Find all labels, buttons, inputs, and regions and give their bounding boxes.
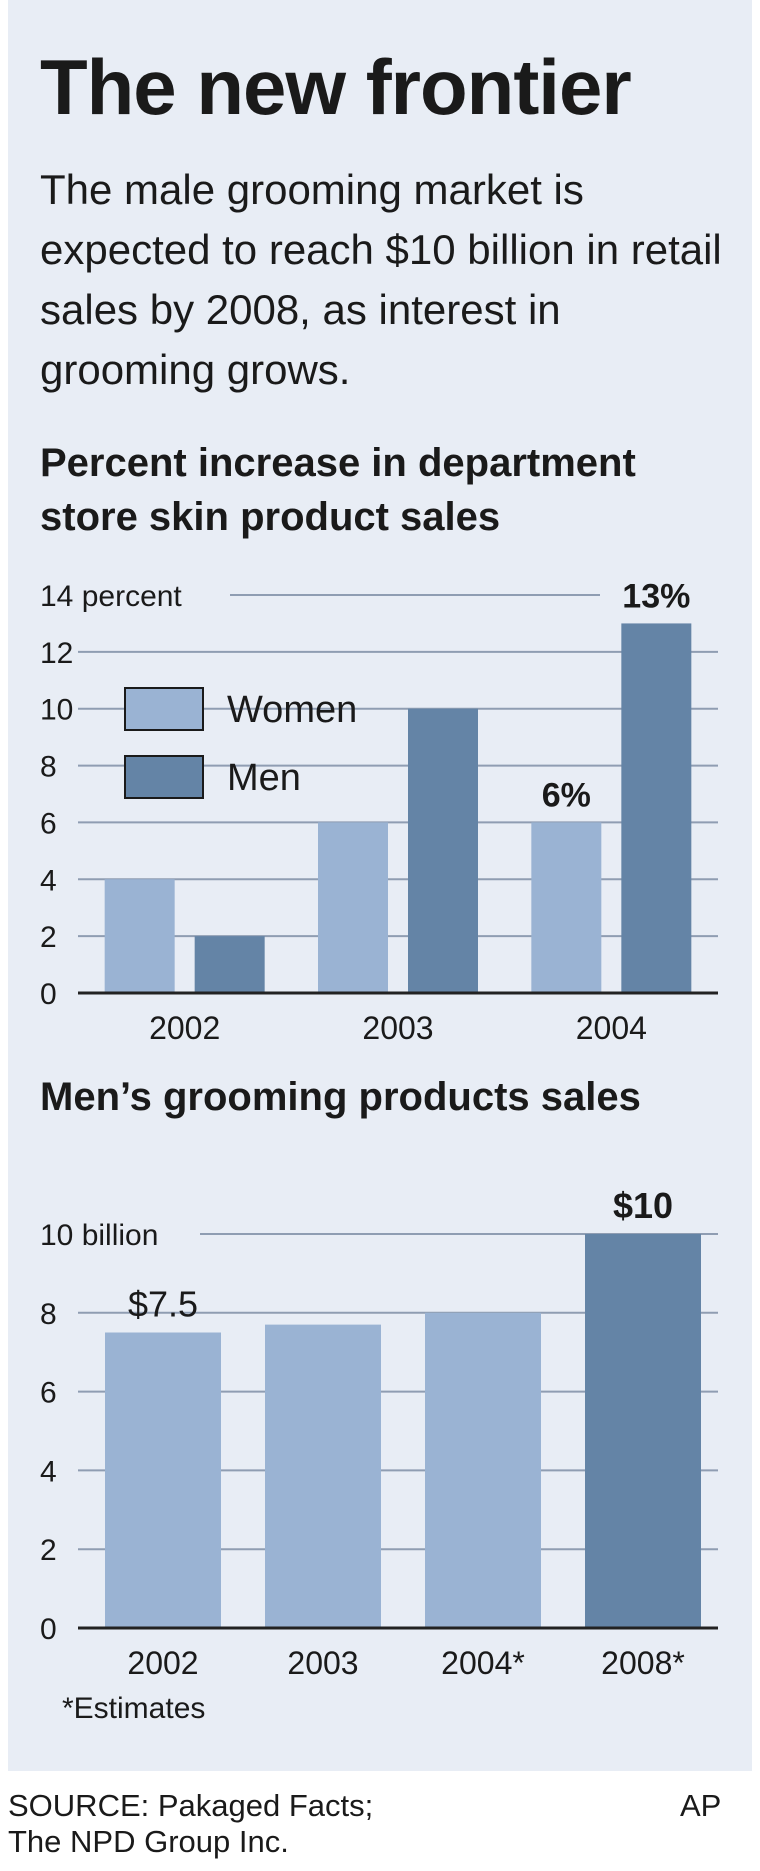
data-label: 13%	[622, 577, 690, 615]
y-tick-label: 8	[40, 1298, 57, 1331]
source-line: The NPD Group Inc.	[8, 1824, 289, 1859]
y-tick-label: 2	[40, 1534, 57, 1567]
legend-swatch-women	[124, 687, 204, 731]
y-tick-label: 10	[40, 694, 73, 727]
x-tick-label: 2003	[362, 1010, 433, 1046]
x-tick-label: 2008*	[601, 1645, 685, 1681]
bar-2003	[265, 1324, 381, 1628]
data-label: $10	[613, 1185, 673, 1226]
legend-label-women: Women	[227, 689, 357, 731]
bar-women-2002	[104, 879, 175, 993]
y-tick-label: 0	[40, 978, 57, 1011]
bar-2004	[425, 1312, 541, 1628]
bar-men-2004	[621, 623, 692, 993]
x-tick-label: 2002	[149, 1010, 220, 1046]
y-tick-label: 2	[40, 921, 57, 954]
bar-men-2003	[408, 708, 478, 993]
data-label: $7.5	[128, 1284, 198, 1325]
legend-swatch-men	[124, 755, 204, 799]
source-line: SOURCE: Pakaged Facts;	[8, 1788, 374, 1823]
headline: The new frontier	[40, 43, 632, 131]
y-tick-label: 10 billion	[40, 1219, 158, 1252]
estimates-note: *Estimates	[62, 1692, 205, 1725]
bar-2008	[585, 1234, 701, 1628]
bar-2002	[105, 1332, 221, 1628]
y-tick-label: 6	[40, 807, 57, 840]
y-tick-label: 12	[40, 637, 73, 670]
y-tick-label: 6	[40, 1377, 57, 1410]
y-tick-label: 0	[40, 1613, 57, 1646]
intro-text: The male grooming market is expected to …	[40, 166, 722, 393]
x-tick-label: 2002	[127, 1645, 198, 1681]
y-tick-label: 4	[40, 864, 57, 897]
source-note: SOURCE: Pakaged Facts; The NPD Group Inc…	[8, 1788, 373, 1860]
bar-women-2003	[318, 822, 388, 993]
bar-men-2002	[194, 936, 265, 993]
credit-ap: AP	[680, 1788, 722, 1823]
legend-label-men: Men	[227, 757, 301, 799]
y-tick-label: 8	[40, 751, 57, 784]
x-tick-label: 2004*	[441, 1645, 525, 1681]
data-label: 6%	[542, 776, 591, 814]
bar-women-2004	[531, 822, 602, 993]
y-tick-label: 4	[40, 1455, 57, 1488]
x-tick-label: 2004	[576, 1010, 647, 1046]
y-tick-label: 14 percent	[40, 580, 182, 613]
chart1-title: Percent increase in department store ski…	[40, 441, 636, 539]
x-tick-label: 2003	[287, 1645, 358, 1681]
chart2-title: Men’s grooming products sales	[40, 1075, 641, 1119]
